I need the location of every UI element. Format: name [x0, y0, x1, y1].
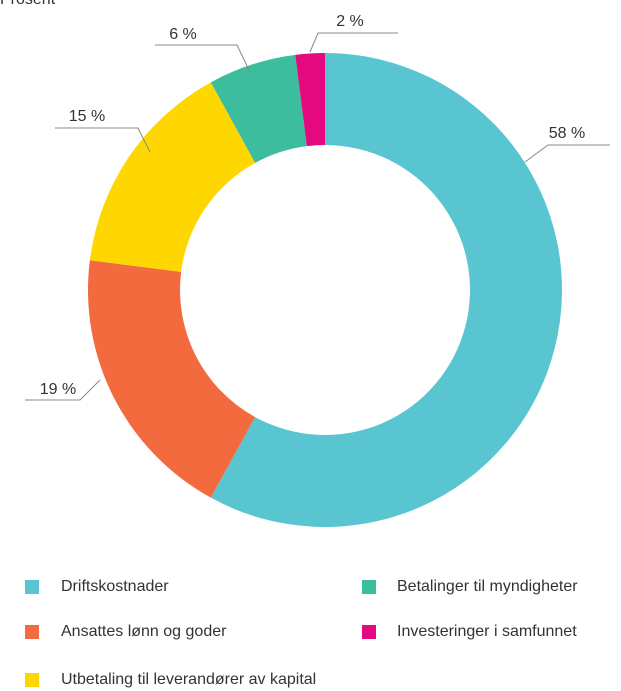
- data-label: 2 %: [336, 13, 364, 30]
- data-label: 19 %: [40, 381, 76, 398]
- legend-swatch: [362, 625, 376, 639]
- data-label: 15 %: [69, 108, 105, 125]
- legend-swatch: [25, 625, 39, 639]
- slice: [87, 260, 256, 498]
- data-label: 6 %: [169, 26, 197, 43]
- legend-label: Investeringer i samfunnet: [397, 623, 577, 640]
- leader-line: [155, 44, 251, 73]
- legend-swatch: [25, 673, 39, 687]
- leader-line: [309, 32, 398, 53]
- legend-label: Utbetaling til leverandører av kapital: [61, 671, 316, 688]
- legend-swatch: [25, 580, 39, 594]
- leader-line: [55, 127, 151, 153]
- legend-label: Ansattes lønn og goder: [61, 623, 227, 640]
- legend-label: Driftskostnader: [61, 578, 169, 595]
- slice: [210, 54, 307, 163]
- leader-line: [524, 144, 610, 163]
- legend-swatch: [362, 580, 376, 594]
- data-label: 58 %: [549, 125, 585, 142]
- slice: [210, 53, 562, 527]
- chart-title: Prosent: [0, 0, 56, 8]
- slice: [295, 53, 325, 147]
- legend-label: Betalinger til myndigheter: [397, 578, 578, 595]
- leader-line: [25, 379, 101, 401]
- slice: [89, 82, 256, 272]
